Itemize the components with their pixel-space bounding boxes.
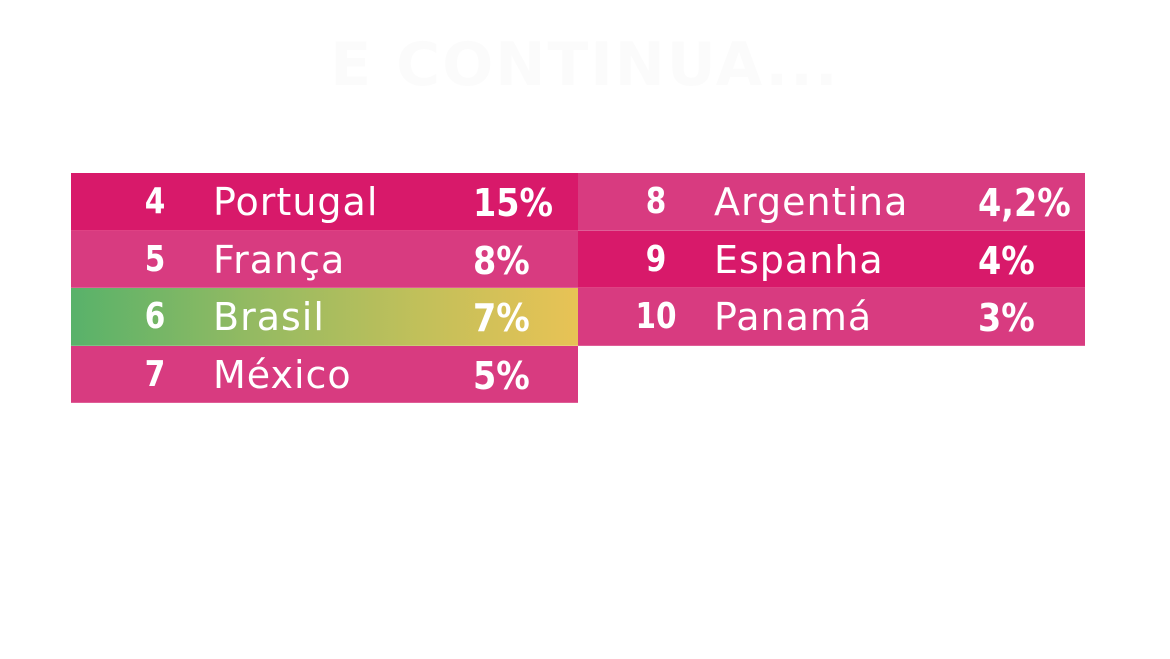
country-name: Espanha — [714, 237, 884, 282]
ranking-row-argentina: 8 Argentina 4,2% — [578, 173, 1085, 231]
rank-number: 6 — [144, 296, 166, 337]
percent-value: 7% — [473, 296, 530, 340]
percent-value: 15% — [473, 181, 554, 225]
ranking-row-portugal: 4 Portugal 15% — [71, 173, 578, 231]
rank-number: 10 — [635, 296, 677, 337]
ranking-row-espanha: 9 Espanha 4% — [578, 230, 1085, 288]
ranking-row-panama: 10 Panamá 3% — [578, 288, 1085, 346]
country-name: Portugal — [213, 180, 379, 224]
ranking-row-brasil-highlighted: 6 Brasil 7% — [71, 288, 578, 346]
page-title: E CONTINUA... — [330, 30, 840, 100]
rank-number: 7 — [144, 353, 166, 395]
ranking-row-mexico: 7 México 5% — [71, 345, 578, 403]
country-name: Panamá — [714, 295, 873, 339]
country-name: Brasil — [213, 295, 325, 339]
percent-value: 3% — [978, 296, 1035, 340]
rank-number: 8 — [645, 181, 667, 222]
percent-value: 4,2% — [978, 181, 1071, 225]
percent-value: 5% — [473, 353, 530, 398]
ranking-column-left: 4 Portugal 15% 5 França 8% 6 Brasil 7% 7… — [71, 173, 578, 403]
country-name: França — [213, 237, 346, 282]
ranking-row-franca: 5 França 8% — [71, 230, 578, 288]
percent-value: 8% — [473, 238, 530, 283]
percent-value: 4% — [978, 238, 1035, 283]
country-name: México — [213, 352, 352, 397]
ranking-column-right: 8 Argentina 4,2% 9 Espanha 4% 10 Panamá … — [578, 173, 1085, 346]
rank-number: 4 — [144, 181, 166, 222]
rank-number: 9 — [645, 238, 667, 280]
country-name: Argentina — [714, 180, 909, 224]
rank-number: 5 — [144, 238, 166, 280]
